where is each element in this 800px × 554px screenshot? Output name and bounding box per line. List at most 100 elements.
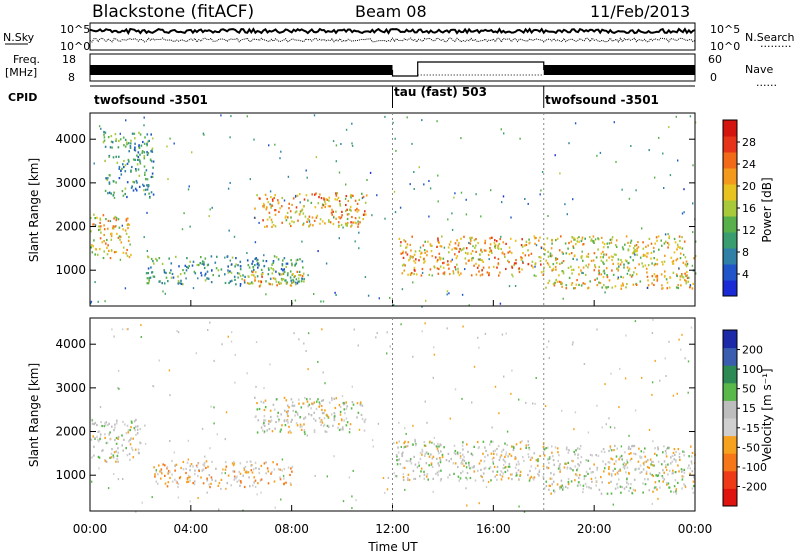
- scatter-cell-3: [457, 465, 459, 469]
- scatter-cell-5: [498, 274, 500, 277]
- scatter-cell-4: [603, 467, 606, 470]
- scatter-noise: [221, 343, 223, 346]
- scatter-cell-4: [662, 476, 664, 479]
- scatter-noise: [658, 136, 660, 139]
- scatter-cell-2: [298, 270, 301, 273]
- scatter-cell-2: [281, 263, 284, 266]
- scatter-cell-4: [332, 222, 335, 226]
- scatter-cell-4: [328, 219, 330, 222]
- scatter-cell-0: [92, 223, 94, 226]
- scatter-noise: [229, 181, 231, 184]
- scatter-noise: [358, 231, 360, 234]
- scatter-cell-3: [532, 477, 534, 480]
- scatter-noise: [263, 430, 266, 433]
- scatter-cell-6: [644, 264, 647, 267]
- scatter-cell-6: [549, 254, 552, 257]
- scatter-noise: [334, 291, 336, 294]
- freq-left-tick-top: 18: [62, 53, 76, 66]
- scatter-cell-3: [482, 440, 485, 443]
- scatter-noise: [187, 458, 189, 461]
- scatter-cell-0: [105, 441, 108, 445]
- scatter-cell-1: [185, 467, 187, 470]
- scatter-cell-5: [433, 266, 436, 269]
- scatter-noise: [683, 211, 685, 214]
- scatter-cell-2: [272, 269, 275, 272]
- scatter-cell-1: [125, 141, 128, 144]
- scatter-noise: [613, 121, 615, 124]
- scatter-cell-6: [551, 254, 553, 257]
- scatter-cell-4: [266, 218, 269, 221]
- scatter-cell-0: [125, 232, 128, 235]
- scatter-cell-3: [407, 477, 409, 480]
- scatter-cell-3: [499, 456, 502, 459]
- scatter-noise: [268, 144, 270, 147]
- scatter-cell-6: [611, 286, 614, 289]
- scatter-cell-3: [504, 470, 507, 474]
- scatter-cell-1: [230, 484, 232, 487]
- scatter-cell-4: [552, 480, 555, 483]
- scatter-cell-1: [169, 476, 171, 480]
- scatter-cell-3: [271, 272, 274, 275]
- scatter-cell-4: [351, 224, 353, 227]
- scatter-cell-2: [148, 277, 150, 280]
- scatter-cell-5: [447, 246, 450, 249]
- scatter-cell-3: [507, 477, 510, 480]
- scatter-cell-2: [323, 417, 326, 420]
- scatter-cell-3: [429, 440, 431, 443]
- scatter-cell-2: [345, 407, 348, 410]
- scatter-noise: [615, 160, 617, 163]
- scatter-cell-0: [115, 436, 118, 440]
- scatter-noise: [619, 367, 621, 370]
- scatter-cell-0: [98, 456, 101, 459]
- scatter-cell-2: [242, 274, 244, 277]
- scatter-noise: [287, 175, 290, 178]
- scatter-cell-1: [273, 468, 276, 471]
- scatter-cell-2: [263, 421, 265, 425]
- scatter-cell-5: [415, 258, 417, 261]
- scatter-cell-2: [256, 431, 259, 434]
- scatter-cell-2: [192, 260, 195, 263]
- scatter-cell-3: [514, 466, 517, 469]
- scatter-cell-2: [262, 259, 265, 262]
- scatter-cell-3: [508, 453, 511, 456]
- scatter-cell-5: [447, 260, 449, 263]
- scatter-cell-4: [302, 205, 305, 208]
- scatter-cell-4: [692, 480, 695, 483]
- scatter-cell-6: [598, 281, 600, 284]
- scatter-cell-5: [464, 251, 467, 254]
- scatter-cell-6: [552, 263, 555, 266]
- scatter-cell-6: [664, 274, 666, 278]
- scatter-cell-4: [642, 462, 645, 465]
- scatter-cell-4: [649, 458, 652, 461]
- scatter-cell-1: [139, 160, 141, 163]
- scatter-cell-2: [300, 406, 303, 409]
- scatter-cell-4: [608, 467, 610, 470]
- scatter-noise: [418, 166, 420, 169]
- scatter-noise: [454, 388, 457, 391]
- scatter-cell-0: [94, 421, 97, 425]
- scatter-cell-6: [599, 281, 602, 285]
- scatter-cell-3: [438, 452, 440, 455]
- scatter-cell-6: [660, 273, 663, 276]
- scatter-cell-2: [187, 266, 190, 269]
- scatter-cell-4: [602, 448, 605, 451]
- colorbar-swatch: [723, 232, 737, 249]
- scatter-cell-4: [340, 223, 343, 227]
- scatter-noise: [499, 302, 502, 305]
- scatter-cell-6: [606, 276, 609, 279]
- scatter-cell-4: [682, 475, 685, 478]
- scatter-cell-1: [138, 131, 140, 134]
- scatter-noise: [692, 202, 694, 205]
- scatter-noise: [574, 411, 577, 414]
- scatter-cell-4: [623, 461, 625, 465]
- scatter-cell-4: [675, 458, 677, 462]
- scatter-cell-2: [334, 406, 337, 410]
- scatter-cell-1: [103, 130, 105, 134]
- scatter-cell-4: [265, 208, 268, 211]
- scatter-noise: [246, 252, 248, 254]
- scatter-cell-6: [567, 266, 570, 269]
- scatter-cell-1: [137, 155, 140, 159]
- scatter-cell-2: [363, 421, 366, 424]
- scatter-cell-6: [572, 246, 575, 249]
- scatter-cell-6: [562, 270, 565, 273]
